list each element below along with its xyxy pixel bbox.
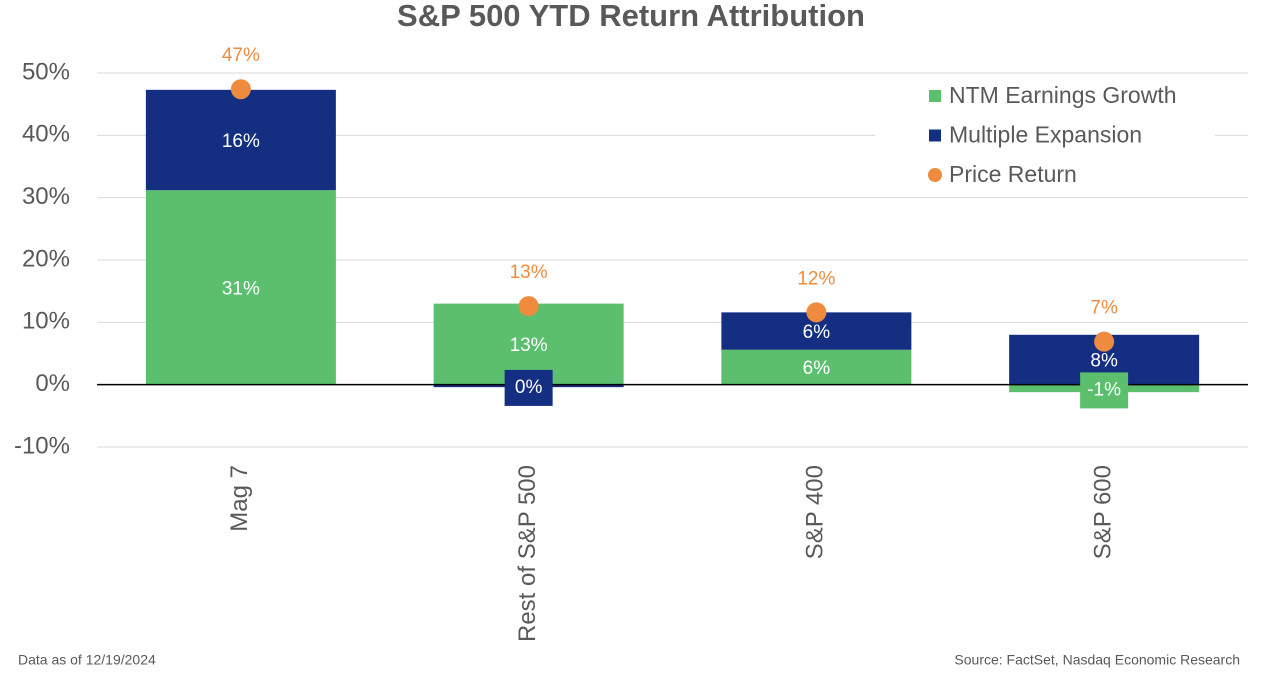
data-label: 6% <box>803 322 831 343</box>
price-dot <box>806 302 827 323</box>
bar-segment <box>145 89 336 191</box>
label-box <box>504 369 553 406</box>
bar-segment <box>145 190 336 385</box>
x-tick-label: Rest of S&P 500 <box>514 465 541 642</box>
data-label: 13% <box>510 335 548 356</box>
legend-marker <box>929 129 941 142</box>
y-tick-label: 20% <box>22 245 70 272</box>
footnote: Data as of 12/19/2024 <box>18 652 156 668</box>
y-tick-label: 40% <box>22 121 70 148</box>
data-label: 31% <box>222 278 260 299</box>
legend-marker <box>929 90 941 102</box>
data-label: 6% <box>803 358 831 379</box>
legend-label: Price Return <box>949 161 1077 187</box>
x-tick-label: S&P 600 <box>1089 465 1116 559</box>
price-dot <box>518 296 539 317</box>
data-label: 16% <box>222 131 260 152</box>
legend-marker <box>928 168 942 182</box>
data-label: 0% <box>515 377 543 398</box>
y-tick-label: 10% <box>22 308 70 335</box>
data-label: -1% <box>1087 379 1121 400</box>
price-dot <box>230 79 251 100</box>
price-dot <box>1094 331 1115 352</box>
data-label: 7% <box>1090 298 1118 319</box>
data-label: 13% <box>510 262 548 283</box>
legend-label: NTM Earnings Growth <box>949 82 1177 108</box>
data-label: 47% <box>222 45 260 66</box>
y-tick-label: 50% <box>22 58 70 85</box>
x-tick-label: Mag 7 <box>226 465 253 532</box>
label-box <box>1080 372 1129 409</box>
y-tick-label: 30% <box>22 183 70 210</box>
data-label: 12% <box>797 268 835 289</box>
chart-title: S&P 500 YTD Return Attribution <box>397 0 865 33</box>
legend-label: Multiple Expansion <box>949 122 1142 148</box>
data-label: 8% <box>1090 351 1118 372</box>
y-tick-label: -10% <box>14 432 70 459</box>
x-tick-label: S&P 400 <box>802 465 829 559</box>
source-note: Source: FactSet, Nasdaq Economic Researc… <box>954 652 1240 668</box>
bar-segment <box>721 349 912 385</box>
y-tick-label: 0% <box>35 370 70 397</box>
